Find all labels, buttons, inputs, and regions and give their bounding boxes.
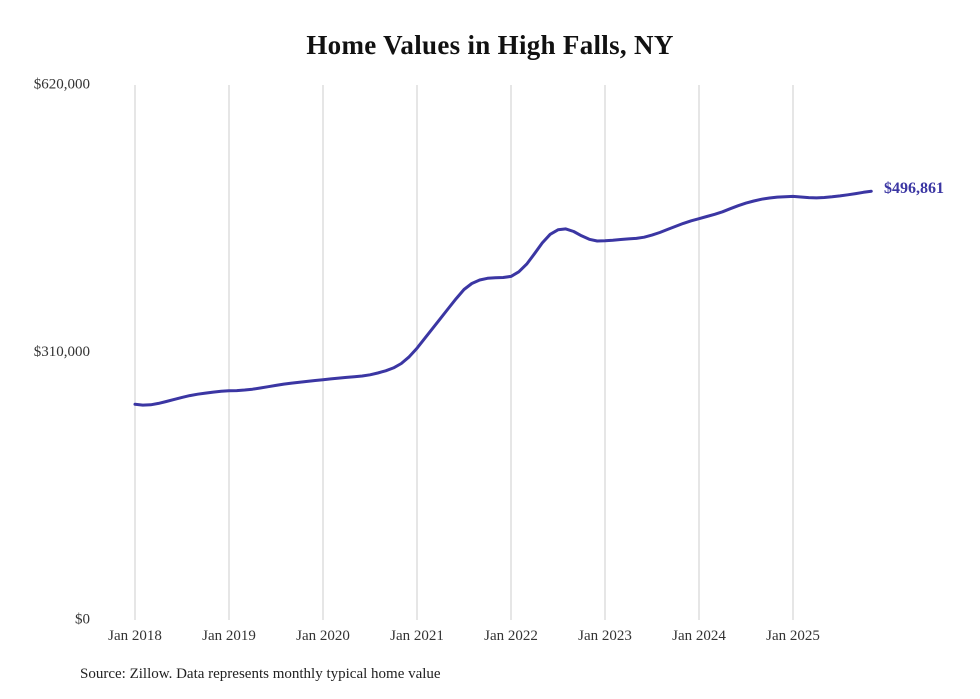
y-tick-label: $0 — [75, 611, 90, 627]
x-tick-label: Jan 2019 — [202, 628, 256, 644]
x-tick-label: Jan 2021 — [390, 628, 444, 644]
y-tick-label: $310,000 — [34, 344, 90, 360]
x-tick-label: Jan 2023 — [578, 628, 632, 644]
latest-value-label: $496,861 — [884, 180, 944, 197]
home-value-series — [133, 189, 873, 407]
x-tick-label: Jan 2022 — [484, 628, 538, 644]
x-tick-label: Jan 2025 — [766, 628, 820, 644]
x-tick-label: Jan 2018 — [108, 628, 162, 644]
source-note: Source: Zillow. Data represents monthly … — [80, 666, 441, 682]
y-tick-label: $620,000 — [34, 76, 90, 92]
x-tick-label: Jan 2024 — [672, 628, 726, 644]
x-tick-label: Jan 2020 — [296, 628, 350, 644]
